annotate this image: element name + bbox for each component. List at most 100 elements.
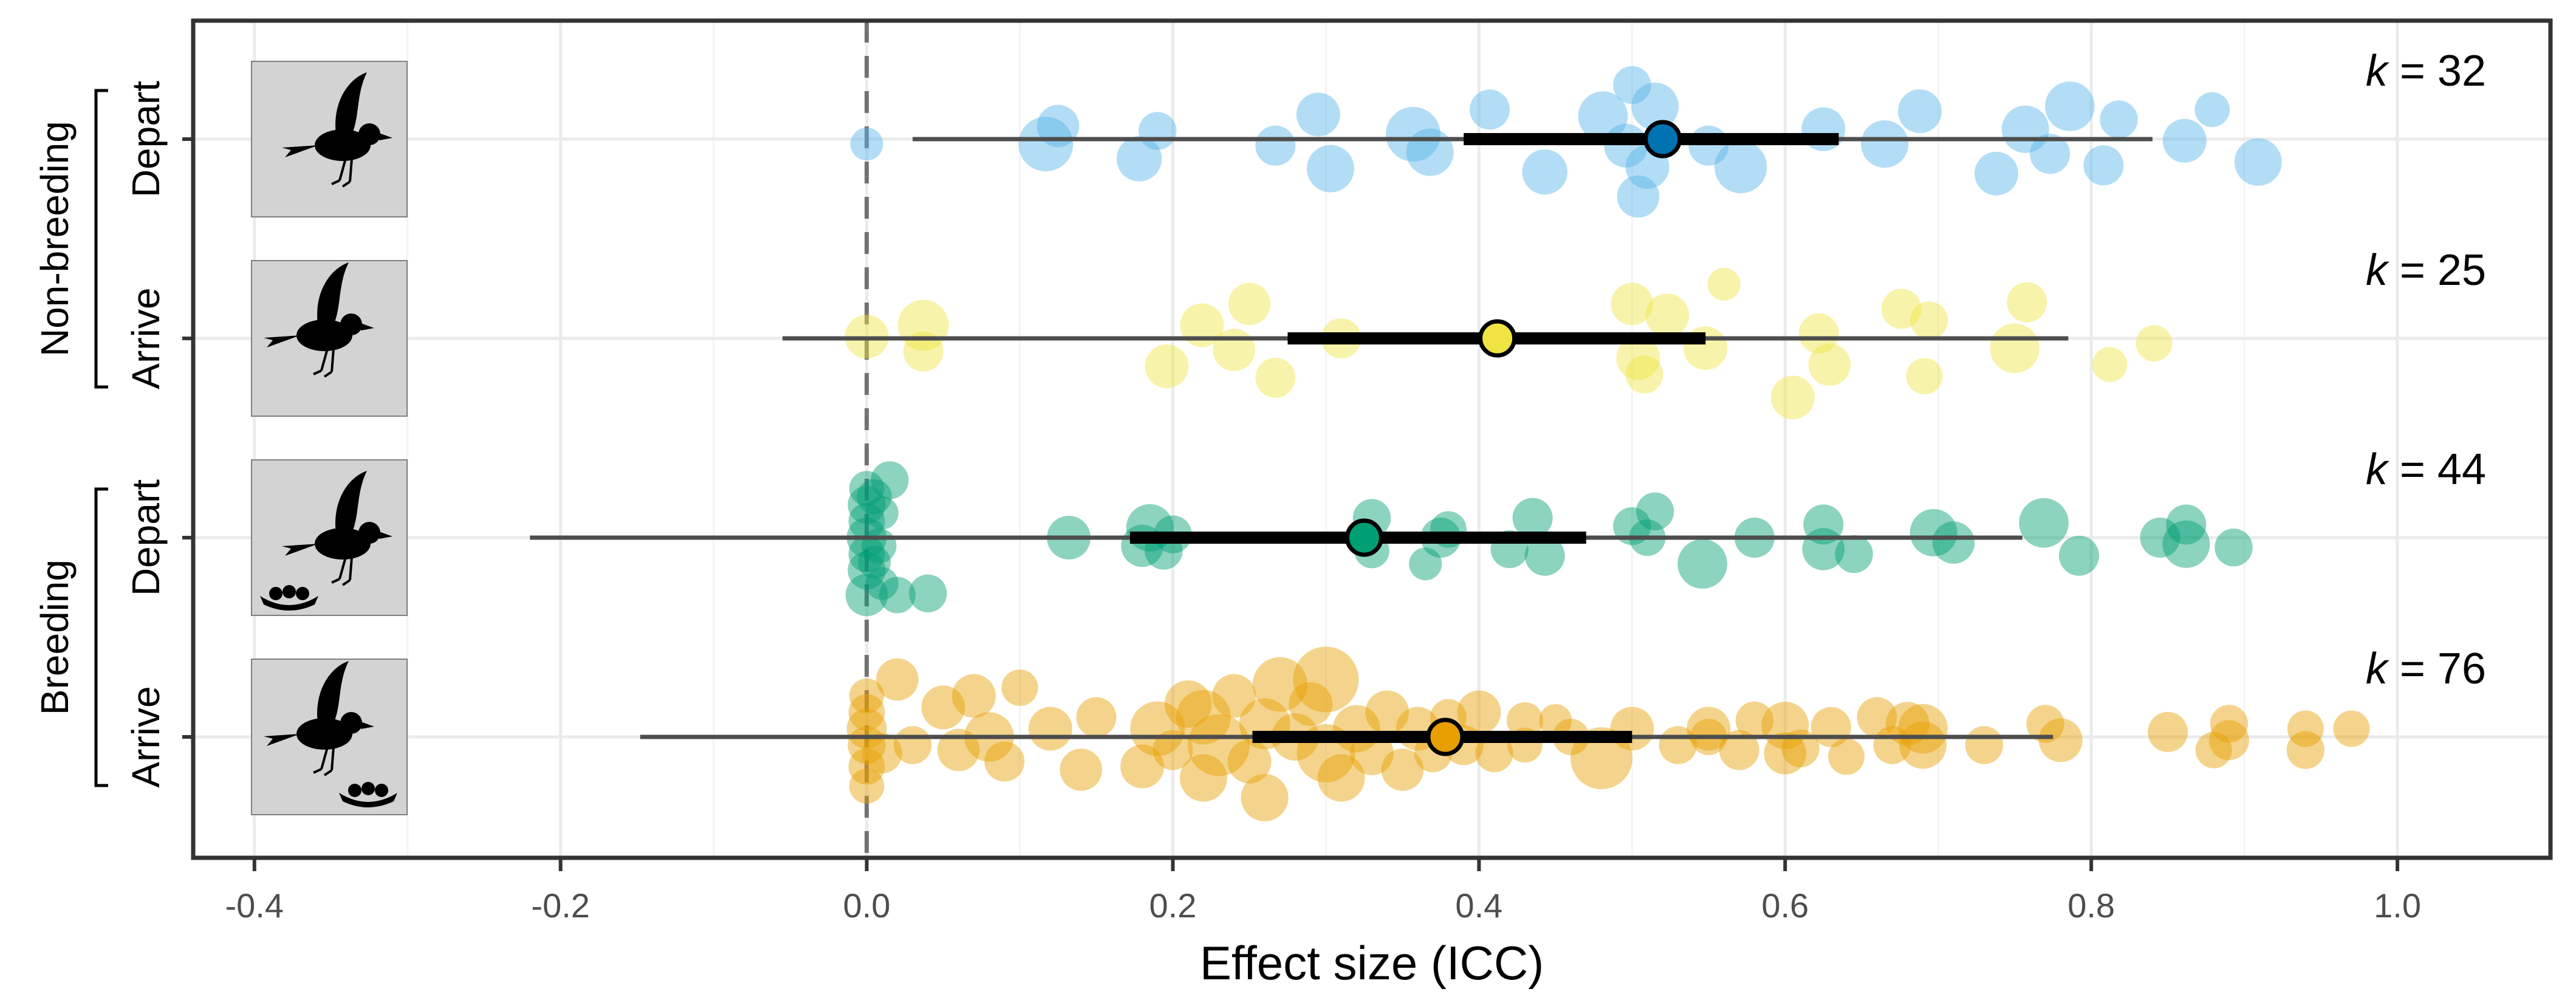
effect-size-point — [1213, 329, 1256, 371]
effect-size-point — [1252, 657, 1307, 712]
effect-size-point — [1457, 690, 1501, 734]
effect-size-point — [1578, 91, 1628, 141]
effect-size-point — [2234, 138, 2282, 186]
bird-tail — [282, 544, 318, 556]
effect-size-point — [2162, 118, 2207, 163]
mean-estimate-point — [1643, 120, 1682, 159]
bird-arriving-nest-icon — [251, 659, 408, 815]
effect-size-point — [1898, 703, 1948, 754]
effect-size-point — [849, 769, 885, 804]
effect-size-point — [2286, 731, 2325, 769]
bird-silhouette — [282, 471, 392, 586]
effect-size-point — [871, 461, 909, 499]
bird-legs — [313, 348, 335, 378]
effect-size-point — [1617, 175, 1660, 218]
effect-size-point — [1910, 301, 1948, 340]
effect-size-point — [2195, 731, 2232, 769]
effect-size-point — [849, 678, 885, 714]
effect-size-point — [1857, 697, 1897, 738]
effect-size-point — [1932, 521, 1975, 564]
effect-size-point — [1296, 92, 1340, 137]
k-label: k = 25 — [2366, 246, 2486, 295]
effect-size-point — [2194, 92, 2230, 128]
effect-size-point — [1636, 492, 1674, 530]
bird-tail — [264, 734, 300, 746]
effect-size-point — [1212, 674, 1256, 718]
nest-egg — [283, 585, 296, 598]
effect-size-point — [1475, 734, 1513, 773]
nest — [260, 585, 318, 611]
plot-border — [191, 18, 2553, 860]
group-bracket-non-breeding: Non-breeding — [33, 89, 108, 389]
row-non-breeding-arrive: k = 25 — [182, 246, 2486, 420]
bird-legs — [331, 556, 353, 586]
effect-size-point — [1616, 336, 1660, 380]
effect-size-point — [1120, 744, 1165, 789]
effect-size-point — [2333, 710, 2370, 747]
effect-size-point — [1293, 646, 1359, 713]
bird-wing — [317, 262, 349, 330]
effect-size-point — [848, 536, 885, 572]
effect-size-point — [845, 573, 888, 617]
mean-estimate-point — [1478, 319, 1517, 358]
bird-legs — [313, 747, 335, 776]
effect-size-point — [1965, 726, 2003, 764]
nest-egg — [361, 782, 375, 795]
effect-size-point — [1539, 704, 1572, 737]
bird-beak — [379, 532, 392, 539]
effect-size-point — [1808, 343, 1851, 386]
row-label-depart: Depart — [124, 81, 168, 197]
effect-size-point — [879, 577, 916, 614]
effect-size-point — [1153, 730, 1193, 770]
effect-size-point — [1317, 754, 1365, 802]
mean-estimate-point — [1426, 717, 1465, 756]
effect-size-point — [1255, 357, 1296, 398]
effect-size-point — [865, 496, 899, 530]
group-bracket — [94, 89, 108, 389]
bird-wing — [335, 72, 367, 140]
bird-body — [296, 320, 352, 351]
effect-size-point — [1506, 702, 1543, 739]
effect-size-point — [2136, 325, 2173, 362]
effect-size-point — [1677, 539, 1728, 589]
effect-size-point — [1130, 701, 1185, 756]
bird-beak — [379, 133, 392, 140]
effect-size-point — [849, 471, 885, 506]
nest-egg — [296, 587, 309, 600]
effect-size-point — [2083, 145, 2124, 186]
k-label: k = 76 — [2366, 645, 2486, 693]
effect-size-point — [2038, 718, 2083, 762]
effect-size-point — [848, 503, 885, 539]
effect-size-point — [1631, 83, 1679, 130]
effect-size-point — [2208, 720, 2249, 761]
effect-size-point — [876, 658, 919, 701]
x-tick-label: 1.0 — [2374, 886, 2421, 925]
x-tick-label: 0.0 — [843, 886, 891, 925]
effect-size-point — [2148, 711, 2188, 752]
row-label-arrive: Arrive — [124, 686, 168, 787]
effect-size-point — [1289, 682, 1333, 726]
effect-size-point — [1828, 738, 1865, 775]
bird-beak — [361, 323, 374, 330]
effect-size-point — [1719, 730, 1759, 770]
effect-size-point — [2007, 282, 2047, 323]
effect-size-point — [1645, 293, 1690, 338]
effect-size-point — [1470, 89, 1510, 130]
rows: k = 32 k = 25 k = 44 k = 76 — [182, 47, 2486, 821]
effect-size-point — [2162, 520, 2210, 568]
effect-size-point — [909, 574, 947, 612]
effect-size-point — [1176, 690, 1231, 745]
effect-size-point — [1906, 358, 1943, 395]
row-icons — [251, 61, 408, 815]
effect-size-point — [951, 674, 996, 718]
effect-size-point — [1897, 89, 1942, 134]
nest-base — [260, 596, 318, 611]
effect-size-point — [1714, 140, 1767, 194]
effect-size-point — [1899, 721, 1947, 769]
effect-size-point — [1228, 282, 1271, 326]
bird-body — [296, 718, 352, 750]
row-breeding-depart: k = 44 — [182, 445, 2486, 617]
effect-size-point — [865, 567, 899, 600]
effect-size-point — [1885, 702, 1930, 746]
effect-size-point — [1735, 701, 1774, 740]
